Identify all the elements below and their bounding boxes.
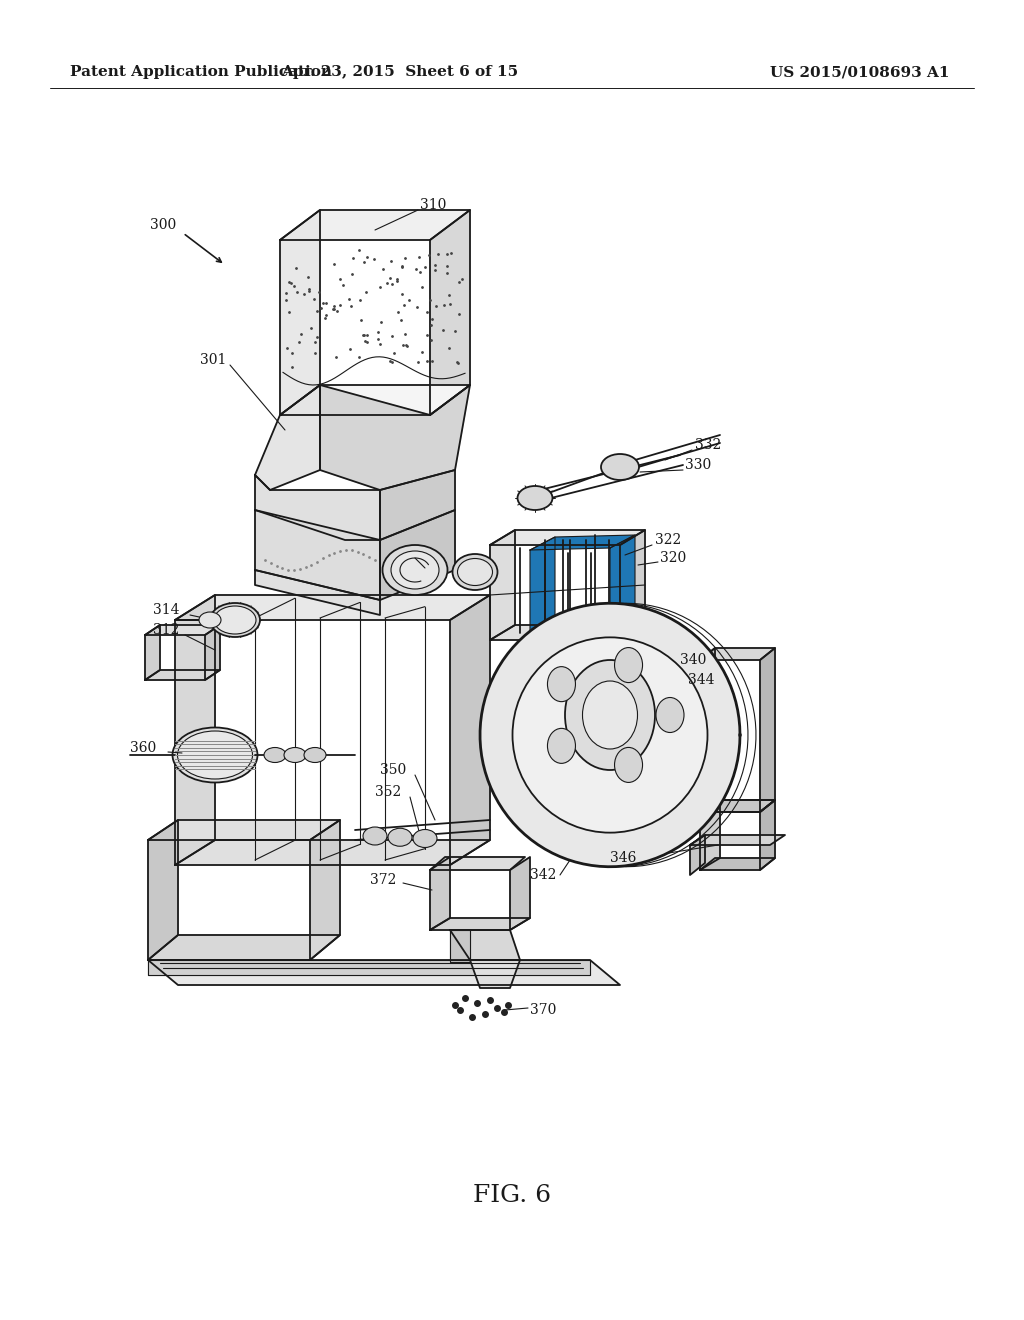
- Polygon shape: [175, 595, 490, 620]
- Polygon shape: [175, 840, 490, 865]
- Polygon shape: [760, 648, 775, 812]
- Text: US 2015/0108693 A1: US 2015/0108693 A1: [770, 65, 950, 79]
- Polygon shape: [490, 531, 515, 640]
- Text: 312: 312: [153, 623, 179, 638]
- Ellipse shape: [210, 603, 260, 638]
- Polygon shape: [430, 917, 530, 931]
- Polygon shape: [255, 510, 380, 601]
- Ellipse shape: [601, 454, 639, 480]
- Text: 370: 370: [530, 1003, 556, 1016]
- Polygon shape: [255, 570, 380, 615]
- Ellipse shape: [177, 731, 253, 779]
- Ellipse shape: [548, 729, 575, 763]
- Polygon shape: [760, 800, 775, 870]
- Polygon shape: [205, 624, 220, 680]
- Polygon shape: [620, 531, 645, 655]
- Polygon shape: [145, 671, 220, 680]
- Polygon shape: [319, 385, 470, 490]
- Polygon shape: [470, 960, 520, 987]
- Ellipse shape: [388, 828, 412, 846]
- Polygon shape: [380, 470, 455, 540]
- Ellipse shape: [264, 747, 286, 763]
- Polygon shape: [148, 820, 178, 960]
- Text: FIG. 6: FIG. 6: [473, 1184, 551, 1206]
- Polygon shape: [255, 385, 319, 490]
- Text: Patent Application Publication: Patent Application Publication: [70, 65, 332, 79]
- Polygon shape: [380, 510, 455, 601]
- Polygon shape: [148, 960, 590, 975]
- Text: Apr. 23, 2015  Sheet 6 of 15: Apr. 23, 2015 Sheet 6 of 15: [282, 65, 518, 79]
- Polygon shape: [480, 603, 740, 867]
- Text: 320: 320: [660, 550, 686, 565]
- Polygon shape: [280, 210, 470, 240]
- Polygon shape: [148, 820, 340, 840]
- Polygon shape: [530, 535, 635, 550]
- Ellipse shape: [391, 550, 439, 589]
- Polygon shape: [148, 960, 620, 985]
- Polygon shape: [255, 475, 380, 540]
- Polygon shape: [700, 858, 775, 870]
- Polygon shape: [690, 836, 705, 875]
- Ellipse shape: [614, 648, 642, 682]
- Text: 346: 346: [610, 851, 636, 865]
- Polygon shape: [450, 931, 520, 960]
- Polygon shape: [610, 535, 635, 634]
- Ellipse shape: [453, 554, 498, 590]
- Ellipse shape: [284, 747, 306, 763]
- Polygon shape: [700, 648, 775, 660]
- Text: 344: 344: [688, 673, 715, 686]
- Ellipse shape: [512, 638, 708, 833]
- Polygon shape: [700, 800, 775, 812]
- Text: 332: 332: [695, 438, 721, 451]
- Polygon shape: [280, 210, 319, 414]
- Ellipse shape: [614, 747, 642, 783]
- Text: 340: 340: [680, 653, 707, 667]
- Polygon shape: [145, 624, 220, 635]
- Polygon shape: [690, 836, 785, 845]
- Polygon shape: [510, 857, 530, 931]
- Polygon shape: [430, 857, 450, 931]
- Polygon shape: [175, 595, 215, 865]
- Polygon shape: [700, 648, 715, 812]
- Polygon shape: [450, 595, 490, 865]
- Text: 352: 352: [375, 785, 401, 799]
- Ellipse shape: [548, 667, 575, 702]
- Text: 300: 300: [150, 218, 176, 232]
- Text: 342: 342: [530, 869, 556, 882]
- Text: 330: 330: [685, 458, 712, 473]
- Text: 322: 322: [655, 533, 681, 546]
- Text: 350: 350: [380, 763, 407, 777]
- Text: 372: 372: [370, 873, 396, 887]
- Text: 314: 314: [153, 603, 179, 616]
- Polygon shape: [700, 800, 775, 812]
- Ellipse shape: [458, 558, 493, 586]
- Polygon shape: [530, 537, 555, 635]
- Ellipse shape: [199, 612, 221, 628]
- Text: 310: 310: [420, 198, 446, 213]
- Polygon shape: [490, 624, 645, 640]
- Text: 301: 301: [200, 352, 226, 367]
- Ellipse shape: [565, 660, 655, 770]
- Polygon shape: [490, 531, 645, 545]
- Ellipse shape: [304, 747, 326, 763]
- Polygon shape: [430, 857, 525, 870]
- Ellipse shape: [583, 681, 638, 748]
- Ellipse shape: [656, 697, 684, 733]
- Polygon shape: [430, 210, 470, 414]
- Ellipse shape: [383, 545, 447, 595]
- Ellipse shape: [517, 486, 553, 510]
- Ellipse shape: [172, 727, 257, 783]
- Polygon shape: [530, 620, 635, 635]
- Polygon shape: [148, 935, 340, 960]
- Ellipse shape: [362, 828, 387, 845]
- Polygon shape: [450, 931, 470, 962]
- Text: 360: 360: [130, 741, 157, 755]
- Ellipse shape: [214, 606, 256, 634]
- Polygon shape: [310, 820, 340, 960]
- Polygon shape: [145, 624, 160, 680]
- Polygon shape: [280, 385, 470, 414]
- Polygon shape: [700, 800, 720, 870]
- Ellipse shape: [413, 829, 437, 847]
